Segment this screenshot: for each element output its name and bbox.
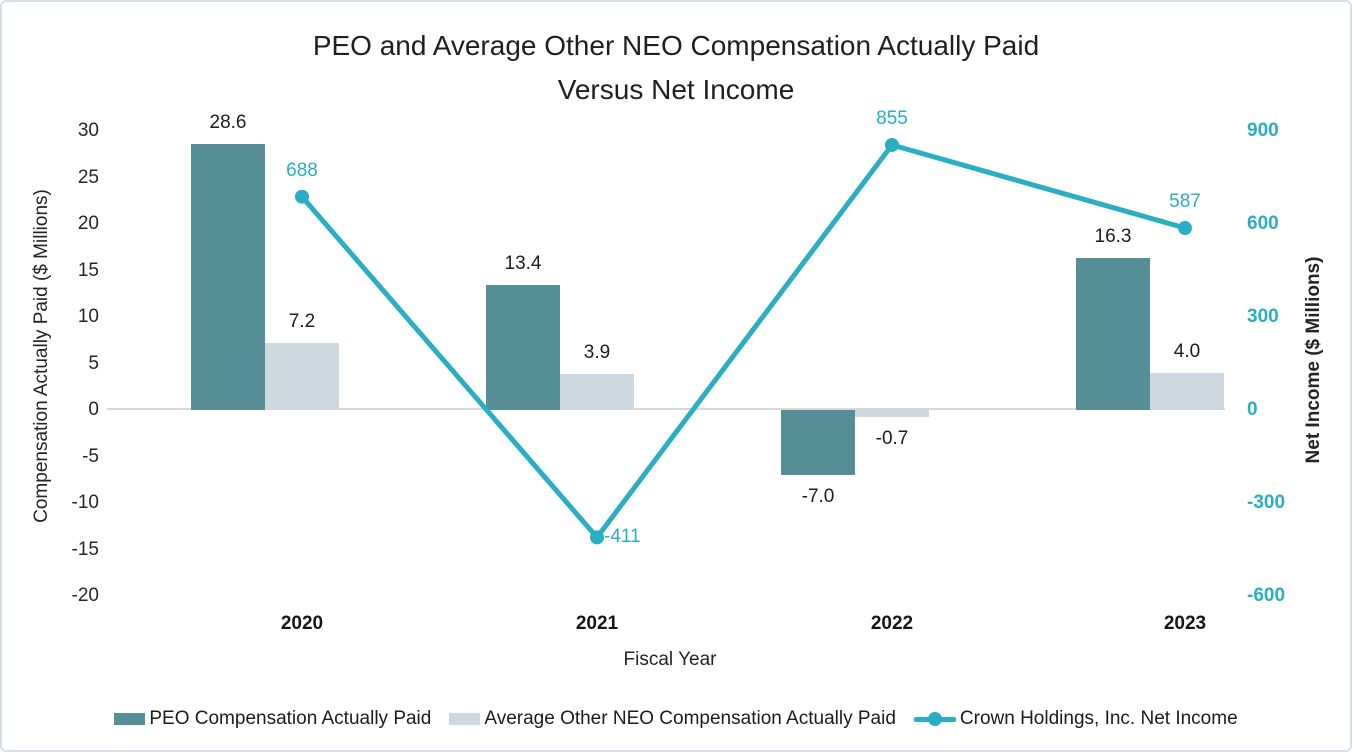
right-axis-tick: -600 xyxy=(1247,585,1286,606)
net-income-line xyxy=(300,142,1186,542)
legend-label-net-income: Crown Holdings, Inc. Net Income xyxy=(959,708,1238,729)
bar-peo-2020 xyxy=(191,144,265,410)
net-income-marker xyxy=(885,137,899,152)
x-axis-tick-2021: 2021 xyxy=(575,613,619,634)
bar-peo-2022 xyxy=(781,410,855,476)
left-axis-tick: 15 xyxy=(77,259,99,281)
bar-value-label: 13.4 xyxy=(504,253,542,275)
left-axis-tick: -20 xyxy=(71,585,99,606)
left-axis-tick: 0 xyxy=(88,399,99,420)
legend: PEO Compensation Actually Paid Average Ot… xyxy=(2,705,1350,733)
line-value-label: 587 xyxy=(1169,191,1201,213)
net-income-marker xyxy=(590,530,604,545)
bar-neo-2021 xyxy=(560,373,634,410)
line-value-label: 855 xyxy=(876,107,908,129)
legend-swatch-neo xyxy=(449,713,481,725)
left-axis-tick: -10 xyxy=(71,492,99,513)
x-axis-tick-2023: 2023 xyxy=(1163,613,1207,634)
left-axis-tick: -5 xyxy=(82,445,99,467)
net-income-marker xyxy=(1178,221,1192,236)
line-value-label: 688 xyxy=(286,159,318,181)
chart-title-line-2: Versus Net Income xyxy=(557,74,795,105)
legend-swatch-peo xyxy=(114,713,146,725)
x-axis-title: Fiscal Year xyxy=(623,649,717,670)
bar-neo-2023 xyxy=(1150,372,1224,410)
legend-item-neo: Average Other NEO Compensation Actually … xyxy=(449,708,896,730)
left-axis-tick: 25 xyxy=(77,166,99,188)
legend-dot-icon xyxy=(927,712,942,726)
bar-peo-2023 xyxy=(1076,258,1150,410)
bar-value-label: 16.3 xyxy=(1094,226,1132,248)
left-axis-tick: 10 xyxy=(77,306,99,327)
chart-title: PEO and Average Other NEO Compensation A… xyxy=(2,24,1350,112)
bar-value-label: 3.9 xyxy=(583,341,611,363)
bar-value-label: 28.6 xyxy=(209,112,247,134)
zero-baseline xyxy=(107,408,1225,410)
bar-neo-2020 xyxy=(265,343,339,410)
left-axis-tick: -15 xyxy=(71,538,99,560)
right-axis-tick: 900 xyxy=(1247,120,1279,141)
left-axis-tick: 30 xyxy=(77,120,99,141)
bar-value-label: -7.0 xyxy=(801,486,835,508)
legend-label-peo: PEO Compensation Actually Paid xyxy=(149,708,432,729)
legend-line-marker-net-income xyxy=(913,712,956,726)
right-axis-tick: 300 xyxy=(1247,306,1279,327)
legend-item-peo: PEO Compensation Actually Paid xyxy=(114,708,431,730)
x-axis-tick-2020: 2020 xyxy=(280,613,324,634)
net-income-marker xyxy=(295,189,309,204)
line-value-label: -411 xyxy=(604,526,641,548)
left-axis-tick: 20 xyxy=(77,213,99,234)
chart-title-line-1: PEO and Average Other NEO Compensation A… xyxy=(312,30,1040,61)
legend-item-net-income: Crown Holdings, Inc. Net Income xyxy=(913,708,1238,730)
bar-value-label: 4.0 xyxy=(1173,340,1201,362)
right-axis-tick: -300 xyxy=(1247,492,1286,513)
bar-value-label: -0.7 xyxy=(875,427,909,449)
x-axis-tick-2022: 2022 xyxy=(870,613,914,634)
left-axis-tick: 5 xyxy=(88,352,99,374)
right-axis-tick: 0 xyxy=(1247,399,1258,420)
bar-peo-2021 xyxy=(486,285,560,410)
bar-value-label: 7.2 xyxy=(288,311,316,333)
bar-neo-2022 xyxy=(855,410,929,417)
right-axis-tick: 600 xyxy=(1247,213,1279,234)
legend-label-neo: Average Other NEO Compensation Actually … xyxy=(484,708,896,729)
